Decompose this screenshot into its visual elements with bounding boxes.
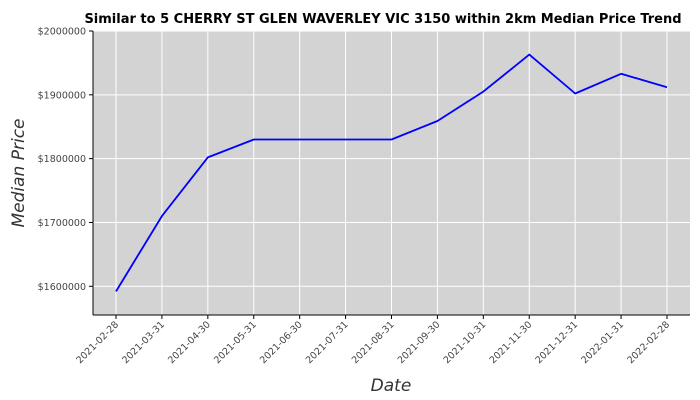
x-tick-label: 2021-07-31 — [304, 319, 351, 366]
x-tick-label: 2021-02-28 — [74, 319, 121, 366]
x-axis-ticks: 2021-02-28 2021-03-31 2021-04-30 2021-05-31… — [74, 315, 672, 366]
x-tick-label: 2021-05-31 — [212, 319, 259, 366]
y-axis-label: Median Price — [9, 118, 29, 227]
chart-title: Similar to 5 CHERRY ST GLEN WAVERLEY VIC… — [84, 12, 681, 27]
x-tick-label: 2021-09-30 — [396, 319, 443, 366]
x-tick-label: 2021-12-31 — [533, 319, 580, 366]
x-tick-label: 2022-02-28 — [625, 319, 672, 366]
x-tick-label: 2021-03-31 — [120, 319, 167, 366]
series-lines — [115, 53, 668, 292]
grid-lines — [93, 30, 690, 315]
y-tick-label: $1800000 — [38, 154, 86, 165]
y-tick-label: $1900000 — [38, 90, 86, 101]
median-price-line — [115, 53, 668, 292]
y-tick-label: $1700000 — [38, 218, 86, 229]
y-tick-label: $2000000 — [38, 27, 86, 38]
x-tick-label: 2021-06-30 — [258, 319, 305, 366]
x-tick-label: 2022-01-31 — [579, 319, 626, 366]
x-tick-label: 2021-08-31 — [350, 319, 397, 366]
y-axis-ticks: $1600000 $1700000 $1800000 $1900000 $2000000 — [38, 27, 93, 293]
x-tick-label: 2021-10-31 — [442, 319, 489, 366]
x-tick-label: 2021-11-30 — [488, 319, 535, 366]
y-tick-label: $1600000 — [38, 282, 86, 293]
x-tick-label: 2021-04-30 — [166, 319, 213, 366]
x-axis-label: Date — [371, 376, 412, 396]
